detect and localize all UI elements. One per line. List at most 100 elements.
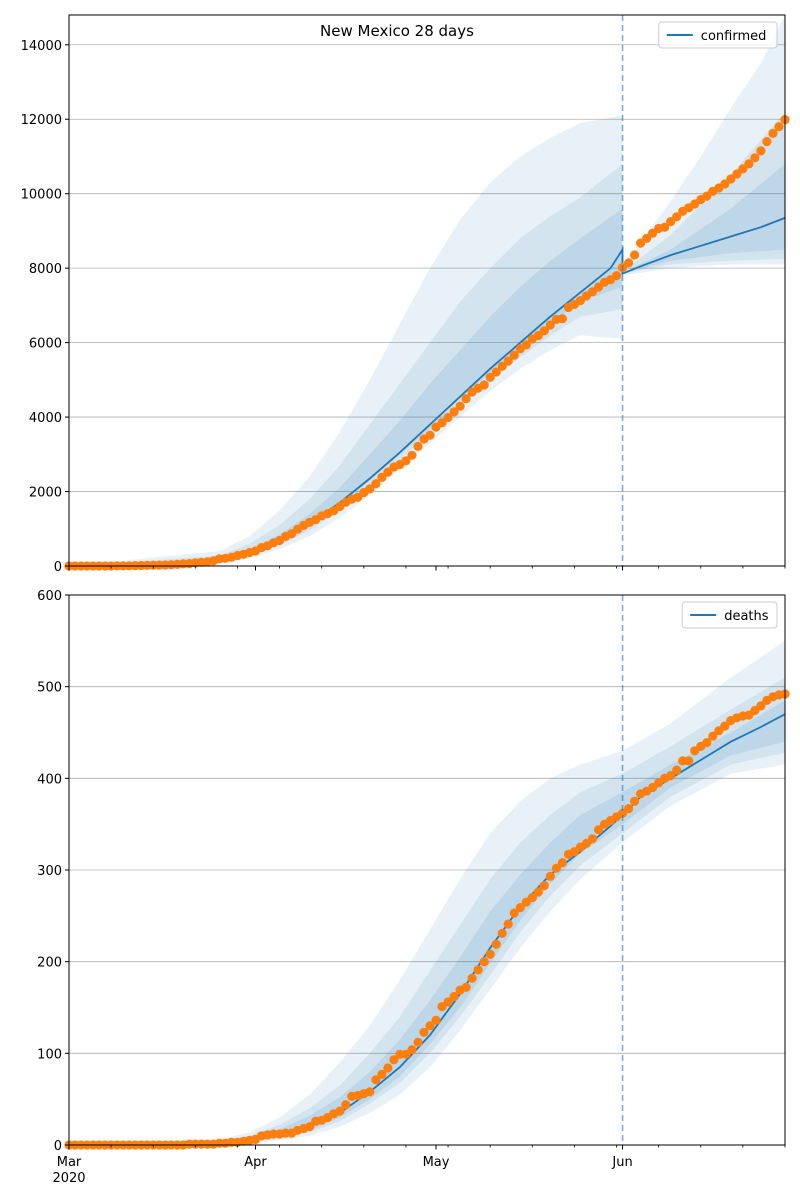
confirmed-observed-point <box>371 479 381 489</box>
deaths-observed-point <box>425 1021 435 1031</box>
confirmed-observed-point <box>407 450 417 460</box>
confirmed-band-inner-forecast <box>622 163 785 274</box>
deaths-ytick-label: 500 <box>37 681 62 696</box>
confirmed-observed-point <box>762 137 772 147</box>
deaths-observed-point <box>491 939 501 949</box>
deaths-legend-label: deaths <box>724 609 769 624</box>
confirmed-observed-point <box>425 430 435 440</box>
deaths-observed-point <box>305 1122 315 1132</box>
confirmed-ytick-label: 10000 <box>21 188 62 203</box>
confirmed-observed-point <box>726 174 736 184</box>
confirmed-observed-point <box>503 356 513 366</box>
confirmed-ytick-label: 2000 <box>29 486 62 501</box>
confirmed-observed-point <box>443 412 453 423</box>
confirmed-band-outer-forecast <box>622 15 785 276</box>
deaths-observed-point <box>702 738 712 748</box>
deaths-observed-point <box>443 997 453 1007</box>
confirmed-ytick-label: 4000 <box>29 411 62 426</box>
deaths-panel: 0 100 200 300 400 500 600 Mar Apr May Jun 2020 de… <box>37 589 790 1186</box>
deaths-ytick-label: 300 <box>37 864 62 879</box>
confirmed-band-inner-history <box>69 208 623 566</box>
confirmed-observed-point <box>455 401 465 411</box>
confirmed-observed-point <box>756 146 766 156</box>
deaths-observed-point <box>539 881 549 891</box>
deaths-observed-point <box>515 903 525 913</box>
confirmed-ytick-label: 8000 <box>29 262 62 277</box>
confirmed-legend: confirmed <box>658 21 778 49</box>
confirmed-ytick-label: 0 <box>54 560 62 575</box>
confirmed-observed-point <box>491 367 501 377</box>
deaths-observed-point <box>473 965 483 975</box>
deaths-observed-point <box>377 1069 387 1079</box>
deaths-observed-point <box>533 887 543 897</box>
chart-title: New Mexico 28 days <box>320 22 474 40</box>
deaths-observed-point <box>341 1100 351 1110</box>
confirmed-band-outer-history <box>69 115 623 566</box>
confirmed-observed-point <box>642 233 652 243</box>
deaths-bands <box>69 640 785 1145</box>
deaths-observed-point <box>413 1037 423 1047</box>
deaths-observed-point <box>365 1087 375 1097</box>
confirmed-observed-point <box>539 326 549 336</box>
confirmed-observed-point <box>768 128 778 138</box>
deaths-xtick-label: Jun <box>611 1155 632 1170</box>
confirmed-legend-box <box>658 21 778 49</box>
deaths-observed-point <box>497 928 507 938</box>
deaths-observed-point <box>335 1106 345 1116</box>
confirmed-ytick-label: 6000 <box>29 337 62 352</box>
confirmed-observed-point <box>365 484 375 494</box>
confirmed-panel: 0 2000 4000 6000 8000 10000 12000 14000 New Mex… <box>21 14 790 575</box>
year-label: 2020 <box>52 1171 85 1186</box>
deaths-observed-point <box>551 863 562 873</box>
confirmed-observed-point <box>744 159 754 169</box>
deaths-observed-point <box>593 825 604 835</box>
deaths-legend: deaths <box>681 601 778 629</box>
confirmed-y-axis: 0 2000 4000 6000 8000 10000 12000 14000 <box>21 39 69 575</box>
deaths-observed-point <box>587 834 598 844</box>
confirmed-observed-point <box>461 394 471 404</box>
deaths-observed-point <box>449 991 459 1002</box>
deaths-ytick-label: 200 <box>37 956 62 971</box>
confirmed-observed-point <box>479 380 489 390</box>
confirmed-observed-point <box>624 258 634 268</box>
deaths-observed-point <box>672 765 682 775</box>
deaths-ytick-label: 400 <box>37 772 62 787</box>
confirmed-observed-point <box>750 153 760 163</box>
confirmed-ytick-label: 12000 <box>21 113 62 128</box>
confirmed-ytick-label: 14000 <box>21 39 62 54</box>
confirmed-observed-point <box>672 212 682 222</box>
deaths-xtick-label: Mar <box>57 1155 82 1170</box>
confirmed-observed-point <box>485 372 495 382</box>
deaths-ytick-label: 0 <box>54 1139 62 1154</box>
deaths-ytick-label: 100 <box>37 1047 62 1062</box>
confirmed-observed-points <box>64 115 790 571</box>
confirmed-observed-point <box>413 441 423 451</box>
confirmed-legend-label: confirmed <box>701 29 767 44</box>
deaths-observed-point <box>630 796 640 806</box>
deaths-observed-point <box>509 908 519 918</box>
confirmed-observed-point <box>611 271 622 281</box>
confirmed-observed-point <box>630 250 640 260</box>
confirmed-observed-point <box>660 222 670 232</box>
confirmed-observed-point <box>732 169 742 179</box>
confirmed-observed-point <box>497 361 507 371</box>
deaths-observed-point <box>371 1075 381 1085</box>
confirmed-band-mid-history <box>69 163 623 566</box>
deaths-observed-point <box>407 1045 417 1055</box>
deaths-observed-point <box>756 701 766 711</box>
deaths-observed-point <box>467 973 477 983</box>
deaths-observed-point <box>666 771 676 781</box>
confirmed-x-axis <box>68 566 786 571</box>
confirmed-observed-point <box>557 314 568 324</box>
confirmed-observed-point <box>437 418 447 428</box>
confirmed-observed-point <box>377 472 387 482</box>
deaths-legend-box <box>681 601 778 629</box>
confirmed-axes-frame <box>68 14 786 567</box>
confirmed-observed-point <box>509 350 519 360</box>
deaths-observed-point <box>419 1027 429 1037</box>
deaths-band-mid <box>69 677 785 1145</box>
deaths-band-inner <box>69 700 785 1145</box>
deaths-xtick-label: May <box>423 1155 450 1170</box>
deaths-observed-point <box>557 858 568 868</box>
